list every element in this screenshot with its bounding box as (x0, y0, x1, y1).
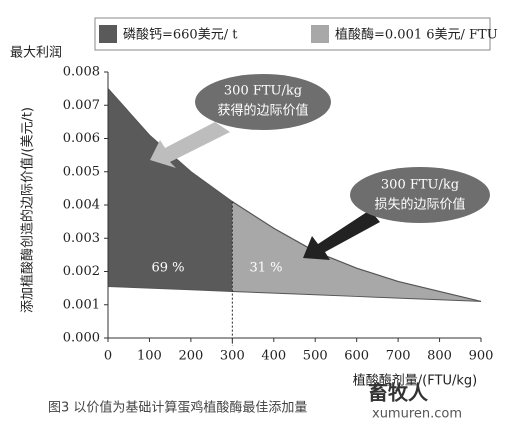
arrow (303, 210, 380, 260)
x-tick-label: 700 (386, 349, 411, 364)
callout-text: 损失的边际价值 (374, 197, 465, 213)
legend-box (94, 17, 491, 51)
callout (195, 74, 331, 130)
x-tick-label: 900 (469, 349, 494, 364)
legend-swatch (311, 25, 329, 43)
share-label: 69 % (151, 261, 184, 276)
y-tick-label: 0.005 (63, 164, 100, 179)
share-label: 31 % (249, 261, 282, 276)
y-tick-label: 0.000 (63, 331, 100, 346)
x-tick-label: 100 (137, 349, 162, 364)
callout-text: 300 FTU/kg (224, 84, 302, 99)
y-tick-label: 0.008 (63, 65, 100, 80)
data-line (107, 285, 482, 302)
caption: 图3 以价值为基础计算蛋鸡植酸酶最佳添加量 (48, 400, 307, 416)
x-tick-label: 800 (427, 349, 452, 364)
chart-title: 最大利润 (10, 46, 62, 61)
legend-swatch (99, 25, 117, 43)
legend-label: 磷酸钙=660美元/ t (123, 28, 238, 43)
x-tick-label: 500 (303, 349, 328, 364)
callout (350, 167, 490, 223)
area-fill (108, 88, 233, 292)
x-axis-label: 植酸酶剂量/(FTU/kg) (353, 373, 477, 389)
callout-text: 300 FTU/kg (381, 178, 459, 193)
x-tick-label: 0 (104, 349, 112, 364)
y-tick-label: 0.003 (63, 231, 100, 246)
x-tick-label: 300 (220, 349, 245, 364)
x-tick-label: 400 (261, 349, 286, 364)
arrow (150, 122, 230, 168)
y-tick-label: 0.001 (63, 297, 100, 312)
y-tick-label: 0.002 (63, 264, 100, 279)
x-tick-label: 600 (344, 349, 369, 364)
y-axis-label: 添加植酸酶创造的边际价值/(美元/t) (20, 107, 36, 313)
watermark: 畜牧人 (368, 381, 429, 405)
callout-text: 获得的边际价值 (217, 103, 308, 119)
y-tick-label: 0.004 (63, 198, 100, 213)
y-tick-label: 0.007 (63, 98, 100, 113)
x-tick-label: 200 (178, 349, 203, 364)
watermark: xumuren.com (372, 407, 462, 422)
y-tick-label: 0.006 (63, 131, 100, 146)
legend-label: 植酸酶=0.001 6美元/ FTU (335, 27, 498, 43)
area-fill (232, 201, 481, 302)
